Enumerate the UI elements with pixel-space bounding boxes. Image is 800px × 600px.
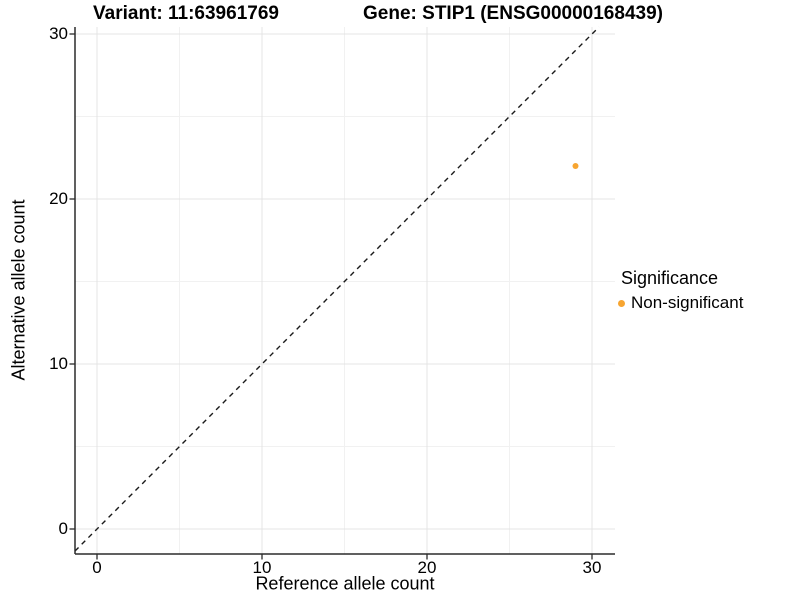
x-axis-title: Reference allele count bbox=[255, 573, 435, 594]
legend: Significance Non-significant bbox=[618, 268, 743, 313]
y-tick-label: 0 bbox=[58, 519, 68, 538]
y-axis-title: Alternative allele count bbox=[8, 199, 29, 381]
y-tick-label: 20 bbox=[49, 189, 68, 208]
legend-title: Significance bbox=[621, 268, 719, 288]
y-tick-label: 10 bbox=[49, 354, 68, 373]
x-tick-label: 30 bbox=[582, 558, 602, 577]
legend-point-icon bbox=[618, 299, 625, 307]
data-point bbox=[572, 163, 579, 169]
legend-item-label: Non-significant bbox=[631, 293, 744, 312]
plot-title-gene: Gene: STIP1 (ENSG00000168439) bbox=[363, 3, 663, 24]
plot-title-variant: Variant: 11:63961769 bbox=[93, 3, 279, 24]
identity-reference-line bbox=[74, 26, 600, 552]
x-tick-label: 10 bbox=[252, 558, 272, 577]
x-tick-label: 0 bbox=[92, 558, 102, 577]
legend-item-non-significant: Non-significant bbox=[618, 293, 743, 313]
y-tick-label: 30 bbox=[49, 24, 68, 43]
x-tick-label: 20 bbox=[417, 558, 437, 577]
